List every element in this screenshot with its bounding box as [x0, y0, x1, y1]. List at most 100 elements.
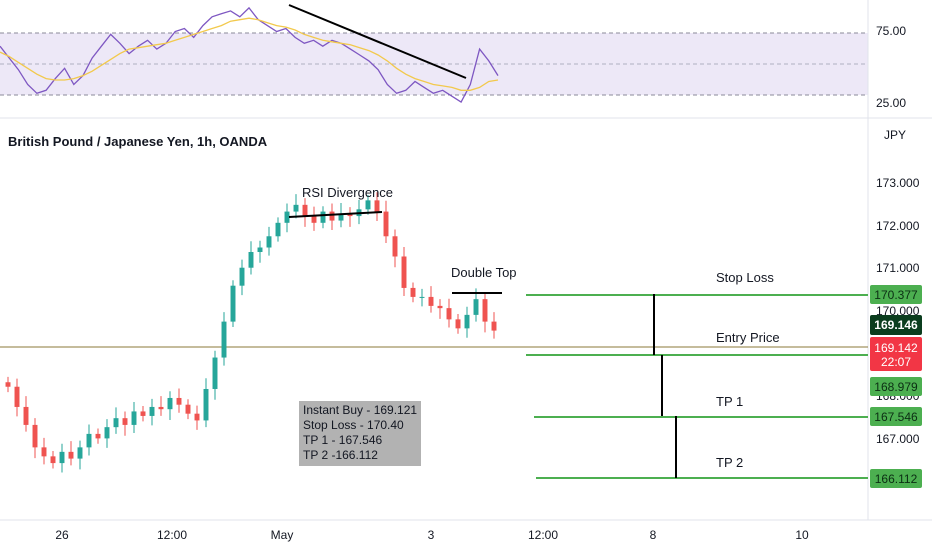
- last-price-badge-text: 169.146: [874, 318, 918, 332]
- candle-up: [113, 418, 119, 428]
- candle-up: [131, 411, 137, 425]
- stop-loss-badge-text: 170.377: [874, 288, 918, 302]
- time-tick-1200-b: 12:00: [528, 528, 558, 542]
- tp2-badge: [870, 469, 922, 488]
- tp1-badge-text: 167.546: [874, 410, 918, 424]
- time-tick-may: May: [271, 528, 294, 542]
- candle-down: [428, 296, 434, 306]
- current-price-badge-text: 169.142: [874, 341, 918, 355]
- double-top-label: Double Top: [451, 265, 517, 280]
- rsi-divergence-trendline[interactable]: [288, 4, 467, 79]
- candle-up: [221, 321, 227, 358]
- entry-price-label: Entry Price: [716, 330, 780, 345]
- candle-down: [68, 451, 74, 459]
- candle-up: [59, 451, 65, 464]
- stop-loss-label: Stop Loss: [716, 270, 774, 285]
- current-price-badge: [870, 337, 922, 371]
- tp1-label: TP 1: [716, 394, 743, 409]
- candle-down: [374, 200, 380, 212]
- candle-down: [302, 204, 308, 217]
- candle-up: [464, 314, 470, 329]
- candle-down: [50, 456, 56, 464]
- candle-up: [167, 397, 173, 410]
- candle-down: [383, 211, 389, 237]
- time-axis: 26 12:00 May 3 12:00 8 10: [55, 528, 809, 542]
- countdown-text: 22:07: [881, 355, 911, 369]
- candle-down: [185, 404, 191, 414]
- candle-up: [239, 267, 245, 286]
- candle-up: [284, 211, 290, 223]
- candle-down: [122, 418, 128, 425]
- candle-down: [32, 424, 38, 448]
- candle-down: [176, 397, 182, 405]
- candle-down: [23, 406, 29, 425]
- candle-up: [473, 299, 479, 315]
- candle-down: [347, 213, 353, 217]
- candle-down: [311, 216, 317, 223]
- price-badges: 170.377 169.146 169.142 22:07 168.979 16…: [870, 285, 922, 488]
- candle-down: [446, 308, 452, 320]
- candle-down: [455, 319, 461, 329]
- time-tick-26: 26: [55, 528, 69, 542]
- candle-down: [41, 447, 47, 457]
- price-tick-172: 172.000: [876, 219, 920, 233]
- candle-up: [338, 213, 344, 221]
- candle-up: [275, 222, 281, 237]
- trade-note-line-4: TP 2 -166.112: [303, 448, 378, 462]
- trade-note-line-2: Stop Loss - 170.40: [303, 418, 404, 432]
- candle-up: [104, 427, 110, 439]
- price-tick-167: 167.000: [876, 432, 920, 446]
- candle-up: [365, 200, 371, 210]
- trade-note-line-1: Instant Buy - 169.121: [303, 403, 418, 417]
- candle-down: [14, 386, 20, 407]
- candle-down: [194, 413, 200, 421]
- tp2-label: TP 2: [716, 455, 743, 470]
- candle-up: [248, 252, 254, 268]
- rsi-divergence-line[interactable]: [288, 211, 383, 218]
- candle-up: [77, 447, 83, 459]
- candle-down: [95, 433, 101, 439]
- candle-down: [482, 299, 488, 322]
- rsi-divergence-label: RSI Divergence: [302, 185, 393, 200]
- candlestick-series: [5, 192, 497, 473]
- price-tick-173: 173.000: [876, 176, 920, 190]
- candle-down: [401, 256, 407, 288]
- time-tick-3: 3: [428, 528, 435, 542]
- rsi-ma-line: [0, 17, 499, 91]
- entry-badge-text: 168.979: [874, 380, 918, 394]
- candle-up: [230, 285, 236, 322]
- candle-down: [158, 406, 164, 410]
- candle-down: [410, 287, 416, 297]
- candle-up: [419, 296, 425, 298]
- time-tick-8: 8: [650, 528, 657, 542]
- price-tick-171: 171.000: [876, 261, 920, 275]
- tp1-badge: [870, 407, 922, 426]
- candle-down: [329, 211, 335, 221]
- trade-note-box[interactable]: Instant Buy - 169.121 Stop Loss - 170.40…: [299, 401, 421, 466]
- candle-up: [203, 388, 209, 421]
- last-price-badge: [870, 315, 922, 335]
- candle-down: [437, 305, 443, 309]
- candle-down: [140, 411, 146, 416]
- rsi-pane: 75.00 25.00: [0, 4, 906, 110]
- rsi-tick-25: 25.00: [876, 96, 906, 110]
- candle-up: [86, 433, 92, 448]
- candle-down: [5, 382, 11, 387]
- trade-levels: Stop Loss Entry Price TP 1 TP 2: [526, 270, 868, 479]
- chart-title: British Pound / Japanese Yen, 1h, OANDA: [8, 134, 268, 149]
- candle-up: [257, 247, 263, 252]
- price-tick-170: 170.000: [876, 304, 920, 318]
- candle-up: [293, 204, 299, 212]
- candle-down: [491, 321, 497, 331]
- candle-up: [149, 406, 155, 416]
- price-axis: 173.000 172.000 171.000 170.000 168.000 …: [876, 176, 920, 446]
- candle-down: [392, 236, 398, 257]
- candle-up: [320, 211, 326, 223]
- rsi-tick-75: 75.00: [876, 24, 906, 38]
- tp2-badge-text: 166.112: [875, 472, 918, 486]
- candle-up: [266, 236, 272, 248]
- trade-note-line-3: TP 1 - 167.546: [303, 433, 383, 447]
- currency-label: JPY: [884, 128, 906, 142]
- candle-up: [212, 357, 218, 389]
